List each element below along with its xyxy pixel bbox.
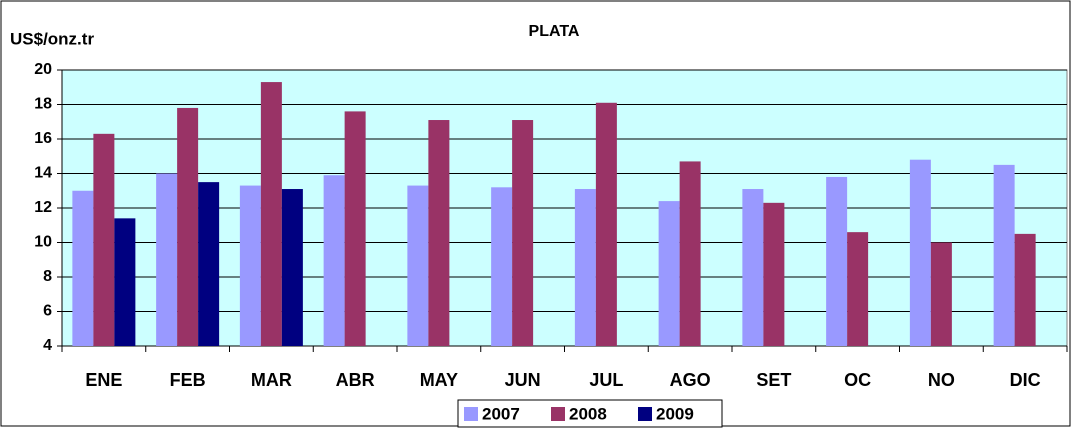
y-tick-label: 4: [43, 337, 52, 354]
chart-title: PLATA: [529, 23, 580, 40]
y-axis-label: US$/onz.tr: [10, 29, 94, 48]
y-tick-label: 8: [43, 268, 52, 285]
x-tick-label: MAR: [251, 370, 292, 390]
legend-label: 2008: [569, 404, 607, 423]
legend-swatch: [638, 407, 652, 421]
bar: [407, 185, 429, 346]
bar: [930, 242, 952, 346]
bar: [679, 161, 701, 346]
bar: [156, 173, 178, 346]
legend-swatch: [551, 407, 565, 421]
bar: [72, 190, 94, 346]
bar: [658, 201, 680, 346]
x-tick-label: DIC: [1010, 370, 1041, 390]
bar: [574, 189, 596, 346]
x-tick-label: FEB: [170, 370, 206, 390]
y-tick-label: 6: [43, 303, 52, 320]
bar: [428, 120, 450, 347]
bar: [114, 218, 136, 346]
bar: [260, 82, 282, 346]
bar: [909, 159, 931, 346]
bar: [512, 120, 534, 347]
x-tick-label: SET: [756, 370, 791, 390]
bar: [239, 185, 261, 346]
legend-label: 2009: [656, 404, 694, 423]
bar: [742, 189, 764, 346]
x-tick-label: ENE: [85, 370, 122, 390]
y-tick-label: 10: [34, 234, 52, 251]
bar: [993, 164, 1015, 346]
y-tick-label: 14: [34, 165, 52, 182]
y-tick-label: 12: [34, 199, 52, 216]
bar: [1014, 233, 1036, 346]
y-tick-label: 18: [34, 96, 52, 113]
bar: [93, 133, 115, 346]
bar: [763, 202, 785, 346]
bar: [847, 232, 869, 346]
bar: [344, 111, 366, 347]
x-tick-label: NO: [928, 370, 955, 390]
bar: [595, 102, 617, 347]
x-tick-label: OC: [844, 370, 871, 390]
legend-swatch: [464, 407, 478, 421]
bar: [491, 187, 513, 346]
x-tick-label: JUL: [589, 370, 623, 390]
x-tick-label: JUN: [505, 370, 541, 390]
bar: [198, 182, 220, 346]
y-tick-label: 20: [34, 61, 52, 78]
legend-label: 2007: [482, 404, 520, 423]
legend-box: [457, 399, 723, 428]
bar: [323, 175, 345, 346]
y-tick-label: 16: [34, 130, 52, 147]
x-tick-label: ABR: [336, 370, 375, 390]
bar: [826, 176, 848, 346]
bar: [177, 107, 199, 346]
x-tick-label: MAY: [420, 370, 458, 390]
x-tick-label: AGO: [670, 370, 711, 390]
bar: [281, 189, 303, 346]
